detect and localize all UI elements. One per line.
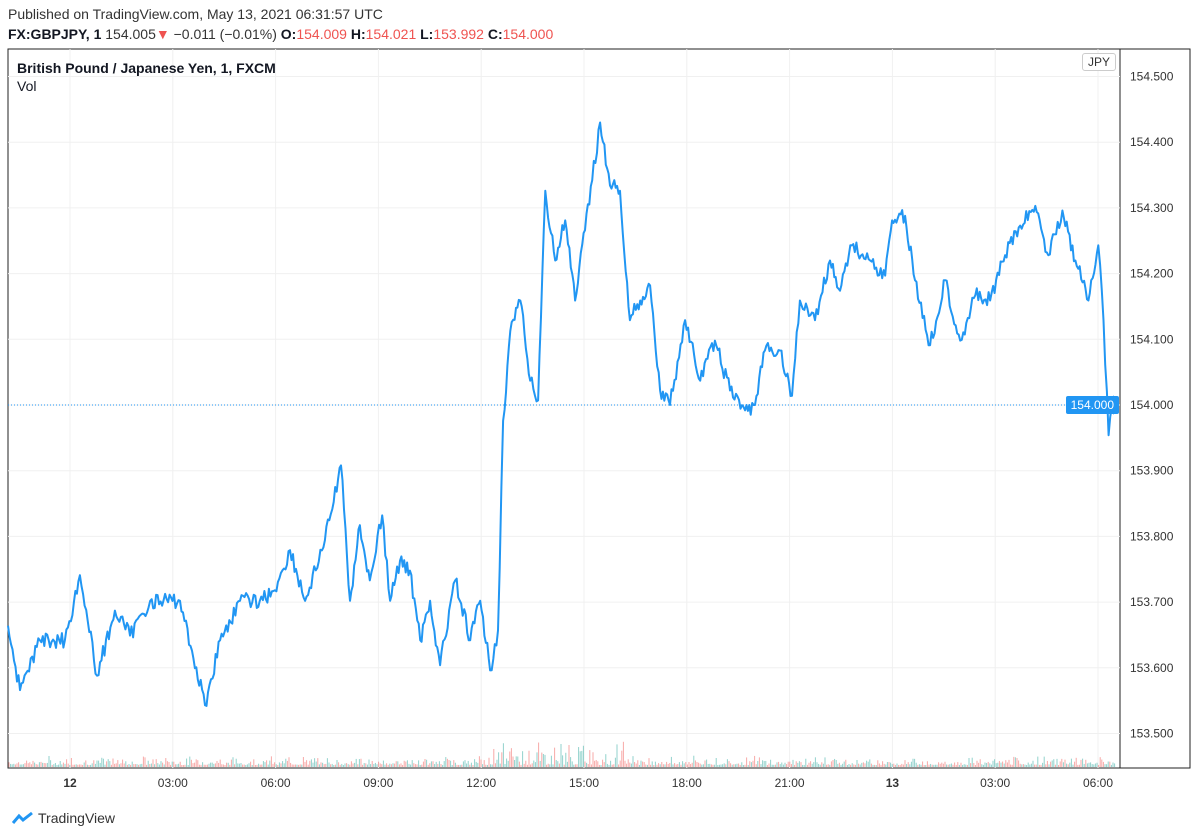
published-line: Published on TradingView.com, May 13, 20… (8, 6, 383, 22)
y-tick-label: 153.900 (1130, 464, 1174, 478)
close-value: 154.000 (502, 26, 554, 42)
tradingview-logo[interactable]: TradingView (12, 810, 115, 826)
low-value: 153.992 (433, 26, 484, 42)
x-tick-label: 06:00 (1083, 776, 1113, 790)
chart-frame (7, 48, 1191, 769)
low-label: L: (420, 26, 434, 42)
last-price: 154.005 (105, 26, 156, 42)
x-tick-label: 03:00 (980, 776, 1010, 790)
x-tick-label: 21:00 (775, 776, 805, 790)
change: −0.011 (−0.01%) (173, 26, 277, 42)
tradingview-logo-icon (12, 811, 33, 824)
x-tick-label: 03:00 (158, 776, 188, 790)
down-arrow-icon: ▼ (155, 26, 170, 42)
y-tick-label: 154.300 (1130, 201, 1174, 215)
close-label: C: (487, 26, 503, 42)
last-price-tag: 154.000 (1065, 396, 1119, 414)
y-tick-label: 153.600 (1130, 661, 1174, 675)
chart-title: British Pound / Japanese Yen, 1, FXCM (17, 60, 276, 76)
x-tick-label: 12 (63, 776, 77, 790)
open-value: 154.009 (296, 26, 347, 42)
high-label: H: (350, 26, 366, 42)
x-tick-label: 12:00 (466, 776, 496, 790)
y-tick-label: 154.100 (1130, 332, 1174, 346)
y-tick-label: 154.000 (1130, 398, 1174, 412)
x-tick-label: 18:00 (672, 776, 702, 790)
ohlc-line: FX:GBPJPY, 1 154.005▼ −0.011 (−0.01%) O:… (8, 26, 553, 42)
y-tick-label: 154.500 (1130, 70, 1174, 84)
y-tick-label: 153.700 (1130, 595, 1174, 609)
x-tick-label: 06:00 (261, 776, 291, 790)
x-tick-label: 15:00 (569, 776, 599, 790)
y-tick-label: 154.200 (1130, 267, 1174, 281)
y-tick-label: 153.800 (1130, 529, 1174, 543)
symbol: FX:GBPJPY, 1 (8, 26, 102, 42)
brand-name: TradingView (38, 810, 116, 826)
x-tick-label: 09:00 (363, 776, 393, 790)
price-line (7, 121, 1115, 707)
currency-badge[interactable]: JPY (1082, 53, 1117, 71)
y-tick-label: 154.400 (1130, 135, 1174, 149)
x-tick-label: 13 (886, 776, 900, 790)
y-tick-label: 153.500 (1130, 727, 1174, 741)
high-value: 154.021 (365, 26, 417, 42)
open-label: O: (280, 26, 297, 42)
volume-legend: Vol (17, 78, 37, 94)
